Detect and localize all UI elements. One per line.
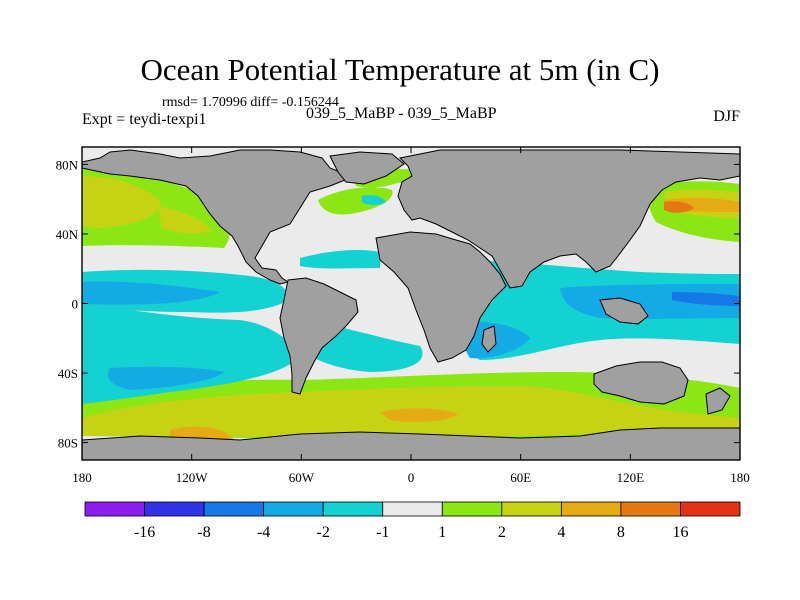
land-africa [375,231,507,363]
colorbar-label: 4 [557,524,565,541]
colorbar-label: 1 [438,524,446,541]
land-south-america [279,277,359,395]
colorbar-label: 2 [498,524,506,541]
x-axis: 180 120W 60W 0 60E 120E 180 [72,147,750,485]
colorbar-swatch [203,501,265,517]
field-gulfstream-minus1 [362,195,386,205]
field-north-atlantic-plus2 [318,187,393,215]
anomaly-fields [82,160,740,445]
colorbar-swatch [560,501,622,517]
x-tick-label: 0 [408,470,415,485]
colorbar-label: -4 [257,524,270,541]
colorbar-label: -8 [197,524,210,541]
season-label: DJF [713,108,740,125]
field-tropical-pacific-minus2 [82,281,220,305]
field-indo-pacific-minus4 [672,292,740,306]
field-north-pacific-plus4-b [158,206,212,234]
land-madagascar [481,325,497,353]
colorbar-swatch [322,501,384,517]
field-north-pacific-plus4 [82,176,161,228]
y-tick-label: 80N [56,157,79,172]
y-tick-label: 40N [56,227,79,242]
colorbar-swatch [501,501,562,517]
colorbar-swatch [680,501,741,517]
y-tick-label: 80S [58,436,78,451]
x-tick-label: 60W [289,470,315,485]
y-axis: 80N 40N 0 40S 80S [56,157,740,451]
field-south-pacific-minus2 [107,366,225,390]
x-tick-label: 60E [510,470,531,485]
colorbar-label: -1 [376,524,389,541]
x-tick-label: 180 [72,470,92,485]
colorbar-swatch [620,501,681,517]
field-north-atlantic-minus1 [300,250,380,269]
colorbar-label: 16 [672,524,688,541]
land-new-zealand [705,387,731,415]
chart-title: Ocean Potential Temperature at 5m (in C) [140,52,660,87]
land-north-america [82,149,346,285]
colorbar-swatch [263,501,324,517]
colorbar-label: -2 [317,524,330,541]
land-indonesia [599,297,649,325]
land-australia [593,361,689,405]
land-eurasia [397,149,740,289]
land-antarctica [82,427,740,460]
colorbar-swatch [84,501,145,517]
field-southern-plus8-b [380,408,458,422]
colorbar-swatch [441,501,503,517]
colorbar-label: 8 [617,524,625,541]
stats-label: rmsd= 1.70996 diff= -0.156244 [162,95,339,110]
y-tick-label: 40S [58,366,78,381]
x-tick-label: 180 [730,470,750,485]
colorbar-swatch [144,501,205,517]
field-kuroshio-plus16 [664,201,694,213]
land-masses [82,149,740,460]
x-tick-label: 120W [176,470,209,485]
period-label: 039_5_MaBP - 039_5_MaBP [306,105,497,122]
colorbar-label: -16 [134,524,155,541]
colorbar-swatch [382,501,443,517]
experiment-label: Expt = teydi-texpi1 [82,111,207,128]
y-tick-label: 0 [72,297,79,312]
x-tick-label: 120E [617,470,645,485]
land-greenland [329,151,405,185]
colorbar: -16 -8 -4 -2 -1 1 2 4 8 16 [84,501,741,541]
